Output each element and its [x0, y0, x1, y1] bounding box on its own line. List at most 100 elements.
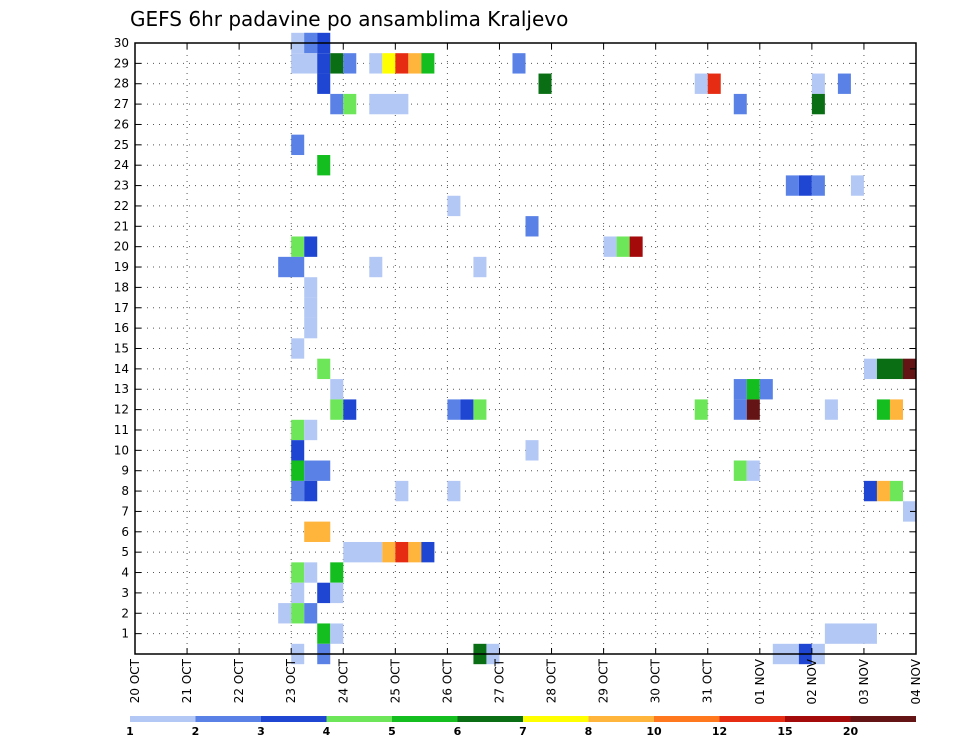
precip-cell — [343, 93, 357, 115]
legend-label: 12 — [712, 725, 727, 738]
precip-cell — [291, 440, 305, 461]
y-tick-label: 22 — [114, 199, 129, 213]
precip-cell — [395, 53, 409, 74]
legend-label: 8 — [585, 725, 593, 738]
y-tick-label: 18 — [114, 280, 129, 294]
legend-label: 10 — [646, 725, 662, 738]
precip-cell — [460, 399, 474, 420]
precip-cell — [291, 338, 305, 359]
x-tick-label: 22 OCT — [232, 658, 246, 703]
precip-cell — [733, 399, 747, 420]
precip-cell — [525, 440, 539, 461]
y-tick-label: 23 — [114, 179, 129, 193]
precip-cell — [538, 73, 552, 94]
legend-swatch — [195, 716, 261, 722]
precip-cell — [863, 480, 877, 502]
y-tick-label: 26 — [114, 117, 129, 131]
precip-cell — [330, 623, 344, 644]
precip-cell — [278, 603, 292, 624]
precip-cell — [317, 623, 331, 644]
x-tick-label: 26 OCT — [440, 658, 454, 703]
legend-swatch — [850, 716, 916, 722]
precip-cell — [733, 460, 747, 481]
x-tick-label: 03 NOV — [857, 658, 871, 704]
precip-cell — [733, 93, 747, 115]
precip-cell — [850, 175, 864, 196]
precip-cell — [291, 236, 305, 257]
precip-cell — [291, 53, 318, 74]
precip-cell — [317, 582, 331, 604]
precip-cell — [824, 399, 838, 420]
x-axis-ticks: 20 OCT 21 OCT 22 OCT 23 OCT 24 OCT 25 OCT 26 O… — [128, 43, 923, 705]
precip-cell — [811, 93, 825, 115]
x-tick-label: 24 OCT — [336, 658, 350, 703]
legend-swatch — [326, 716, 392, 722]
y-tick-label: 4 — [121, 566, 129, 580]
legend-label: 6 — [454, 725, 462, 738]
precip-cell — [785, 175, 799, 196]
precip-cell — [603, 236, 617, 257]
y-tick-label: 24 — [114, 158, 129, 172]
precip-cell — [876, 480, 890, 502]
precip-cell — [330, 379, 344, 400]
legend-label: 20 — [843, 725, 859, 738]
legend-swatch — [457, 716, 523, 722]
y-tick-label: 27 — [114, 97, 129, 111]
legend-label: 4 — [323, 725, 331, 738]
precip-cell — [291, 562, 305, 583]
x-tick-label: 31 OCT — [701, 658, 715, 703]
grid-lines — [135, 42, 916, 654]
legend-swatch — [719, 716, 785, 722]
legend-label: 3 — [257, 725, 265, 738]
x-tick-label: 29 OCT — [597, 658, 611, 703]
x-tick-label: 28 OCT — [545, 658, 559, 703]
precip-cell — [447, 195, 461, 217]
precip-cell — [304, 562, 318, 583]
precip-cell — [694, 73, 708, 94]
x-tick-label: 30 OCT — [649, 658, 663, 703]
precip-cell — [382, 53, 396, 74]
precip-cell — [291, 480, 305, 502]
precip-cell — [408, 53, 422, 74]
precip-cell — [473, 256, 487, 278]
x-tick-label: 23 OCT — [284, 658, 298, 703]
precip-cell — [304, 317, 318, 339]
y-tick-label: 17 — [114, 301, 129, 315]
y-axis-ticks: 1234567891011121314151617181920212223242… — [114, 36, 916, 641]
legend-swatch — [130, 716, 196, 722]
legend-label: 1 — [126, 725, 134, 738]
y-tick-label: 15 — [114, 342, 129, 356]
precip-cell — [369, 93, 409, 115]
legend-swatch — [588, 716, 654, 722]
y-tick-label: 9 — [121, 464, 129, 478]
precip-cell — [382, 541, 396, 563]
precip-cell — [343, 399, 357, 420]
legend-swatch — [654, 716, 720, 722]
precip-cell — [317, 53, 331, 74]
precip-cell — [304, 603, 318, 624]
precip-cell — [304, 297, 318, 318]
precip-cell — [746, 379, 760, 400]
y-tick-label: 25 — [114, 138, 129, 152]
x-tick-label: 01 NOV — [753, 658, 767, 704]
y-tick-label: 12 — [114, 403, 129, 417]
precip-cell — [304, 277, 318, 298]
y-tick-label: 5 — [121, 545, 129, 559]
x-tick-label: 27 OCT — [492, 658, 506, 703]
legend-label: 7 — [519, 725, 527, 738]
precip-cell — [876, 399, 890, 420]
legend-swatch — [785, 716, 851, 722]
precip-cell — [317, 155, 331, 176]
y-tick-label: 3 — [121, 586, 129, 600]
y-tick-label: 6 — [121, 525, 129, 539]
y-tick-label: 30 — [114, 36, 129, 50]
data-cells — [278, 32, 916, 665]
y-tick-label: 29 — [114, 56, 129, 70]
precip-cell — [304, 419, 318, 441]
precip-cell — [798, 175, 812, 196]
precip-cell — [616, 236, 630, 257]
precip-cell — [876, 358, 903, 380]
precip-cell — [291, 582, 305, 604]
y-tick-label: 8 — [121, 484, 129, 498]
precip-cell — [408, 541, 422, 563]
